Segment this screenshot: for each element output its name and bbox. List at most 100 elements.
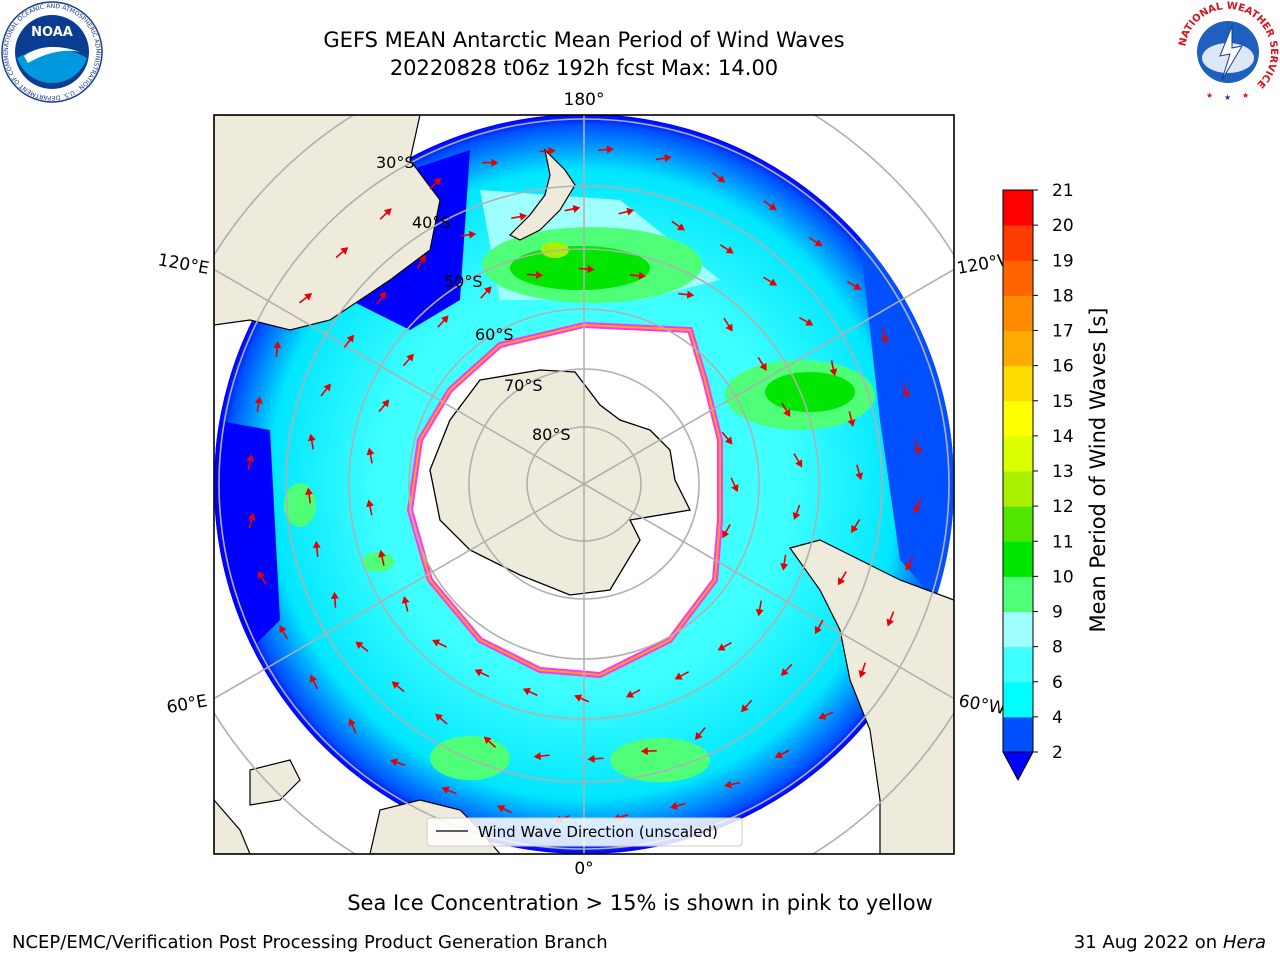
wind-wave-arrow bbox=[913, 498, 923, 513]
wind-wave-arrow bbox=[527, 271, 544, 280]
wind-wave-arrow bbox=[511, 212, 528, 221]
footer-producer: NCEP/EMC/Verification Post Processing Pr… bbox=[12, 932, 608, 953]
colorbar-segment bbox=[1003, 576, 1033, 612]
wind-wave-arrow bbox=[379, 208, 392, 220]
colorbar-tick-label: 19 bbox=[1052, 251, 1074, 271]
colorbar-tick-label: 14 bbox=[1052, 427, 1074, 447]
colorbar-segment bbox=[1003, 506, 1033, 542]
colorbar-segment bbox=[1003, 681, 1033, 718]
wind-wave-arrow bbox=[669, 802, 686, 810]
nws-logo-icon: NATIONAL WEATHER SERVICE ★ ★ ★ bbox=[1177, 1, 1279, 102]
wind-wave-arrow bbox=[618, 207, 635, 216]
wind-wave-arrow bbox=[273, 340, 282, 357]
antarctica-land bbox=[429, 369, 691, 596]
wind-wave-arrow bbox=[712, 172, 726, 183]
wind-wave-arrow bbox=[366, 447, 375, 464]
wind-wave-arrow bbox=[722, 523, 731, 539]
wind-wave-arrow bbox=[309, 674, 319, 690]
chart-title: GEFS MEAN Antarctic Mean Period of Wind … bbox=[323, 28, 845, 52]
wind-wave-arrow bbox=[402, 353, 414, 367]
wind-wave-arrow bbox=[435, 713, 448, 725]
wind-wave-arrow bbox=[905, 556, 914, 571]
wind-wave-arrow bbox=[781, 402, 791, 417]
wind-wave-arrow bbox=[913, 439, 922, 456]
wind-wave-arrow bbox=[671, 220, 685, 231]
wind-wave-arrow bbox=[792, 504, 801, 520]
colorbar-segment bbox=[1003, 190, 1033, 226]
footer-date-text: 31 Aug 2022 on bbox=[1073, 932, 1218, 953]
wind-wave-arrow bbox=[307, 433, 316, 450]
wind-wave-arrow bbox=[378, 399, 390, 413]
colorbar-segment bbox=[1003, 225, 1033, 261]
colorbar-segment bbox=[1003, 260, 1033, 296]
wind-wave-arrow bbox=[793, 453, 803, 468]
colorbar-segment bbox=[1003, 611, 1033, 648]
wind-wave-arrow bbox=[522, 687, 538, 697]
footer-date: 31 Aug 2022 on Hera bbox=[1074, 932, 1266, 953]
wind-wave-arrow bbox=[629, 271, 646, 280]
map-frame-border bbox=[213, 114, 955, 855]
wind-wave-arrow bbox=[674, 671, 690, 680]
madagascar-land bbox=[249, 759, 301, 806]
wind-wave-arrow bbox=[851, 519, 861, 533]
lat-label-40s: 40°S bbox=[412, 213, 451, 232]
colorbar-tick-label: 12 bbox=[1052, 497, 1074, 517]
southwest-land-corner bbox=[214, 799, 251, 854]
wind-wave-arrow bbox=[564, 204, 581, 213]
wind-wave-arrow bbox=[474, 669, 490, 678]
wind-wave-arrow bbox=[723, 317, 733, 332]
wind-wave-arrow bbox=[483, 736, 497, 748]
colorbar-segment bbox=[1003, 716, 1033, 753]
colorbar-tick-label: 2 bbox=[1052, 743, 1063, 763]
wind-wave-arrow bbox=[390, 758, 406, 767]
map-legend: Wind Wave Direction (unscaled) bbox=[426, 817, 743, 847]
wind-wave-arrow bbox=[416, 255, 426, 269]
wind-wave-arrow bbox=[847, 411, 856, 427]
wind-wave-arrow bbox=[343, 334, 355, 348]
wind-wave-arrow bbox=[678, 290, 695, 299]
footer-host: Hera bbox=[1222, 932, 1266, 953]
wind-wave-arrow bbox=[348, 718, 357, 734]
wind-wave-arrow bbox=[539, 147, 556, 156]
colorbar-tick-label: 21 bbox=[1052, 181, 1074, 201]
wind-wave-arrow bbox=[625, 689, 641, 698]
svg-text:★: ★ bbox=[1206, 91, 1213, 100]
noaa-logo-icon: NATIONAL OCEANIC AND ATMOSPHERIC ADMINIS… bbox=[0, 0, 103, 103]
wind-wave-arrow bbox=[724, 780, 741, 789]
wind-wave-arrow bbox=[305, 487, 314, 504]
wind-wave-arrow bbox=[330, 591, 339, 608]
wind-wave-arrow bbox=[808, 236, 823, 247]
wind-wave-arrow bbox=[432, 639, 447, 648]
lat-label-50s: 50°S bbox=[444, 272, 483, 291]
wind-wave-arrow bbox=[902, 382, 910, 399]
wind-wave-arrow bbox=[858, 662, 867, 678]
wind-wave-arrow bbox=[246, 454, 255, 471]
wind-wave-arrow bbox=[320, 383, 332, 397]
lat-label-70s: 70°S bbox=[504, 376, 543, 395]
wind-wave-arrow bbox=[441, 786, 457, 795]
wind-wave-arrow bbox=[578, 265, 595, 274]
colorbar-tick-label: 10 bbox=[1052, 567, 1074, 587]
wind-wave-arrow bbox=[335, 247, 349, 259]
wind-wave-arrow bbox=[378, 549, 386, 566]
long-period-indian bbox=[430, 736, 510, 780]
wind-wave-arrow bbox=[694, 727, 706, 740]
colorbar-extend-triangle bbox=[1002, 751, 1034, 782]
wind-wave-arrow bbox=[730, 477, 739, 493]
lat-label-60s: 60°S bbox=[475, 325, 514, 344]
colorbar-tick-label: 9 bbox=[1052, 603, 1063, 623]
svg-text:★: ★ bbox=[1224, 93, 1231, 102]
lon-label-120e: 120°E bbox=[156, 250, 210, 279]
wind-wave-arrow bbox=[257, 571, 268, 585]
wind-wave-arrow bbox=[401, 596, 410, 612]
colorbar-tick-label: 6 bbox=[1052, 673, 1063, 693]
wind-wave-arrow bbox=[298, 293, 313, 304]
wind-wave-arrow bbox=[855, 464, 864, 481]
australia-land bbox=[214, 115, 441, 331]
wind-wave-arrow bbox=[355, 641, 369, 652]
wind-wave-arrow bbox=[757, 356, 767, 371]
colorbar-segment bbox=[1003, 295, 1033, 331]
colorbar-tick-label: 11 bbox=[1052, 532, 1074, 552]
wind-wave-arrow bbox=[717, 641, 732, 651]
